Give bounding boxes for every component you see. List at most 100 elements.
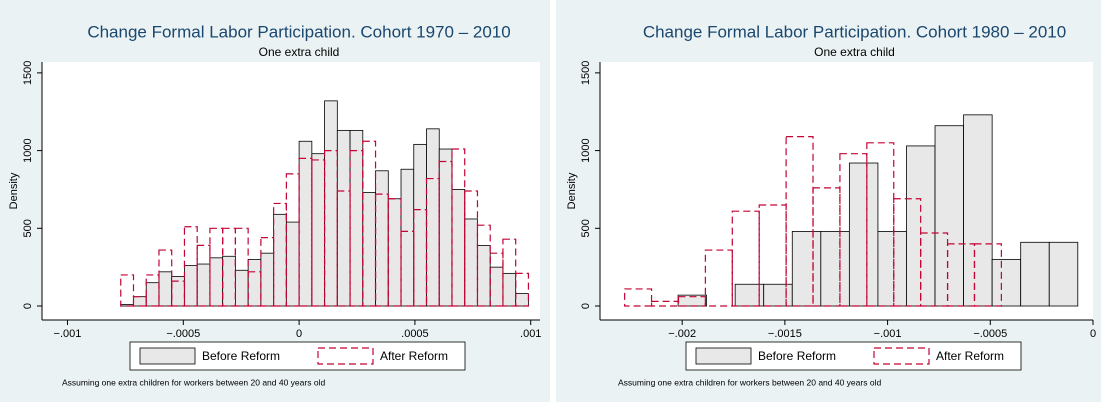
y-tick-label: 1000 (580, 138, 592, 162)
after-bar (362, 140, 377, 307)
y-tick-label: 1500 (22, 61, 34, 85)
before-bar (375, 170, 389, 307)
before-bar (1048, 241, 1079, 307)
before-bar (515, 293, 529, 307)
legend-label: Before Reform (758, 349, 836, 363)
after-bar (731, 210, 760, 307)
after-bar (464, 190, 479, 307)
after-bar (120, 274, 135, 307)
after-bar (273, 202, 287, 307)
after-bar (298, 157, 313, 307)
y-axis-label: Density (8, 172, 20, 209)
legend-swatch (695, 347, 752, 365)
before-bar (464, 218, 478, 307)
before-bar (763, 283, 793, 307)
before-bar (260, 252, 275, 307)
before-bar (489, 266, 504, 307)
legend-swatch (139, 347, 196, 365)
after-bar (234, 227, 249, 307)
y-tick-label: 0 (580, 303, 592, 309)
chart-title: Change Formal Labor Participation. Cohor… (643, 22, 1066, 41)
after-bar (624, 288, 653, 307)
after-bar (387, 198, 402, 307)
after-bar (973, 243, 1002, 307)
before-bar (991, 258, 1022, 307)
before-bar (311, 153, 325, 307)
before-bar (820, 231, 850, 307)
y-tick-label: 500 (22, 219, 34, 237)
x-tick-label: −.0015 (768, 328, 802, 340)
panel: Change Formal Labor Participation. Cohor… (556, 0, 1101, 402)
after-bar (451, 148, 466, 307)
before-bar (145, 282, 160, 307)
before-bar (362, 192, 376, 307)
after-bar (758, 204, 787, 307)
after-bar (336, 190, 351, 307)
before-bar (222, 255, 236, 307)
after-bar (438, 160, 453, 307)
before-bar (133, 296, 147, 307)
before-bar (324, 100, 338, 307)
before-bar (387, 198, 402, 307)
x-tick-label: 0 (296, 328, 302, 340)
before-bar (877, 231, 907, 307)
x-tick-label: −.0005 (973, 328, 1007, 340)
legend-label: After Reform (936, 349, 1004, 363)
after-bar (677, 296, 706, 307)
before-bar (400, 168, 415, 307)
before-bar (848, 162, 879, 307)
after-bar (502, 238, 517, 307)
after-bar (704, 249, 733, 307)
after-bar (171, 280, 186, 307)
after-bar (920, 232, 949, 307)
after-bar (183, 226, 198, 307)
y-tick-label: 1000 (22, 138, 34, 162)
before-bar (477, 244, 491, 307)
legend-label: Before Reform (202, 349, 280, 363)
before-bar (413, 143, 427, 307)
x-tick-label: −.002 (668, 328, 696, 340)
after-bar (839, 153, 868, 307)
before-bar (273, 213, 287, 307)
after-bar (866, 142, 895, 307)
before-bar (247, 258, 262, 307)
after-bar (323, 149, 338, 307)
before-bar (209, 257, 224, 307)
after-bar (425, 177, 440, 307)
chart-subtitle: One extra child (814, 45, 895, 59)
chart-subtitle: One extra child (259, 45, 340, 59)
before-bar (502, 272, 517, 307)
after-bar (209, 227, 224, 307)
before-bar (298, 140, 313, 307)
after-bar (515, 272, 530, 307)
chart-title: Change Formal Labor Participation. Cohor… (87, 22, 510, 41)
before-bar (438, 148, 453, 307)
after-bar (145, 274, 160, 307)
x-tick-label: −.001 (874, 328, 902, 340)
before-bar (963, 114, 993, 307)
panel: Change Formal Labor Participation. Cohor… (0, 0, 550, 402)
after-bar (222, 227, 237, 307)
before-bar (791, 231, 822, 307)
before-bar (158, 271, 173, 307)
after-bar (476, 224, 491, 307)
before-bar (1020, 241, 1050, 307)
legend-swatch (873, 347, 930, 365)
x-tick-label: .001 (520, 328, 541, 340)
before-bar (184, 265, 198, 307)
x-tick-label: 0 (1090, 328, 1096, 340)
after-bar (311, 159, 326, 307)
y-tick-label: 0 (22, 303, 34, 309)
after-bar (158, 249, 173, 307)
after-bar (196, 244, 211, 307)
before-bar (451, 189, 466, 307)
after-bar (260, 237, 275, 307)
y-axis-label: Density (566, 172, 578, 209)
before-bar (285, 221, 300, 307)
before-bar (934, 125, 964, 307)
after-bar (247, 271, 262, 307)
before-bar (336, 129, 351, 307)
x-tick-label: −.0005 (166, 328, 200, 340)
x-tick-label: .0005 (401, 328, 429, 340)
